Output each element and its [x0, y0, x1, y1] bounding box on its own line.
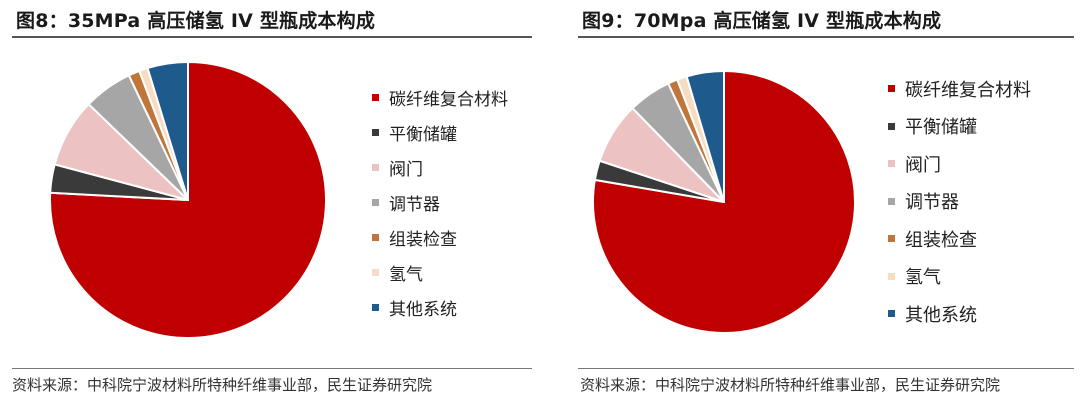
figure-8-top-rule [12, 36, 532, 38]
figure-8-bottom-rule [12, 368, 532, 369]
figure-8-title: 图8：35MPa 高压储氢 IV 型瓶成本构成 [16, 10, 376, 32]
figure-8-legend-swatch [372, 164, 379, 171]
figure-9-legend-label: 氢气 [905, 267, 941, 289]
figure-9-legend-swatch [888, 160, 895, 168]
figure-8: 图8：35MPa 高压储氢 IV 型瓶成本构成 碳纤维复合材料 平衡储罐阀门调节器… [12, 10, 532, 394]
figure-9-top-rule [578, 36, 1074, 38]
figure-8-legend-swatch [372, 269, 379, 276]
figure-8-legend-item-balance-tank: 平衡储罐 [372, 115, 508, 150]
figure-8-slice-carbon-fiber-composite [49, 61, 327, 339]
figure-9-source: 资料来源：中科院宁波材料所特种纤维事业部，民生证券研究院 [580, 376, 1001, 394]
figure-8-legend-label: 氢气 [389, 265, 423, 285]
figure-9-slice-other-systems [685, 70, 725, 203]
figure-9-legend-swatch [888, 122, 895, 130]
figure-9-legend-swatch [888, 310, 895, 318]
figure-8-legend-swatch [372, 234, 379, 241]
figure-9-legend-swatch [888, 85, 895, 93]
figure-9-legend-item-balance-tank: 平衡储罐 [888, 108, 1031, 146]
figure-9-bottom-rule [578, 368, 1074, 369]
figure-8-source: 资料来源：中科院宁波材料所特种纤维事业部，民生证券研究院 [12, 376, 433, 394]
figure-9-title: 图9：70Mpa 高压储氢 IV 型瓶成本构成 [582, 10, 942, 32]
figure-9-legend-swatch [888, 197, 895, 205]
figure-9-legend-swatch [888, 272, 895, 280]
figure-9-legend-label: 平衡储罐 [905, 117, 977, 139]
figure-8-slice-other-systems [146, 61, 189, 201]
figure-9: 图9：70Mpa 高压储氢 IV 型瓶成本构成 碳纤维复合材料 平衡储罐阀门调节器… [572, 0, 1080, 401]
figure-8-legend-label: 阀门 [389, 160, 423, 180]
figure-9-legend-item-hydrogen: 氢气 [888, 258, 1031, 296]
figure-8-legend-label: 平衡储罐 [389, 125, 457, 145]
figure-8-legend-item-carbon-fiber-composite: 碳纤维复合材料 [372, 80, 508, 115]
figure-8-legend-label: 调节器 [389, 195, 440, 215]
figure-8-legend-item-assembly-inspection: 组装检查 [372, 220, 508, 255]
figure-9-legend-item-carbon-fiber-composite: 碳纤维复合材料 [888, 70, 1031, 108]
figure-8-legend-item-valve: 阀门 [372, 150, 508, 185]
figure-9-legend: 碳纤维复合材料 平衡储罐阀门调节器组装检查氢气其他系统 [888, 70, 1031, 333]
figure-8-legend-swatch [372, 94, 379, 101]
figure-9-legend-label: 碳纤维复合材料 [905, 79, 1031, 101]
figure-9-legend-label: 其他系统 [905, 304, 977, 326]
figure-9-legend-swatch [888, 235, 895, 243]
figure-8-pie-chart [49, 61, 327, 339]
figure-9-legend-label: 组装检查 [905, 229, 977, 251]
figure-8-legend-swatch [372, 199, 379, 206]
figure-8-legend-swatch [372, 129, 379, 136]
figure-9-legend-item-assembly-inspection: 组装检查 [888, 220, 1031, 258]
figure-9-legend-label: 调节器 [905, 192, 959, 214]
figure-9-legend-item-regulator: 调节器 [888, 183, 1031, 221]
figure-9-legend-item-valve: 阀门 [888, 145, 1031, 183]
figure-8-legend-label: 其他系统 [389, 300, 457, 320]
figure-8-legend-item-hydrogen: 氢气 [372, 255, 508, 290]
figure-9-legend-item-other-systems: 其他系统 [888, 295, 1031, 333]
figure-8-legend-label: 碳纤维复合材料 [389, 90, 508, 110]
figure-8-legend-item-other-systems: 其他系统 [372, 290, 508, 325]
figure-8-legend-item-regulator: 调节器 [372, 185, 508, 220]
figure-9-legend-label: 阀门 [905, 154, 941, 176]
figure-8-legend: 碳纤维复合材料 平衡储罐阀门调节器组装检查氢气其他系统 [372, 80, 508, 325]
figure-8-legend-label: 组装检查 [389, 230, 457, 250]
figure-9-pie-chart [592, 70, 856, 334]
figure-8-legend-swatch [372, 304, 379, 311]
